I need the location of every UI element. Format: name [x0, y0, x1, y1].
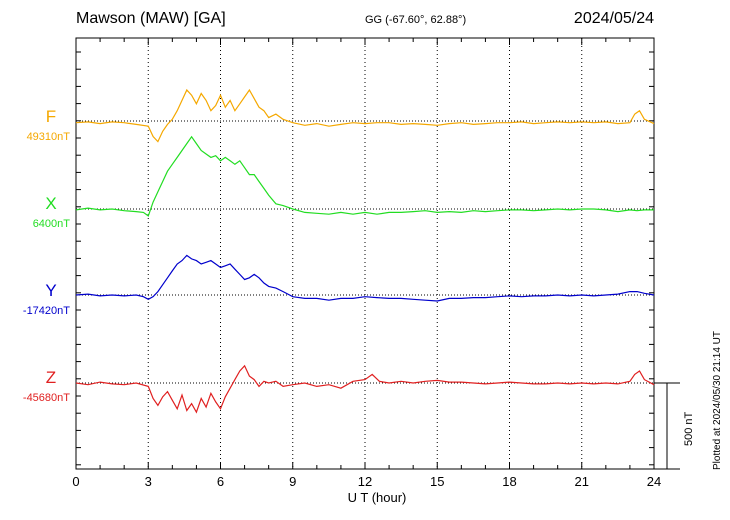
baseline-value-y: -17420nT — [23, 305, 70, 317]
series-label-x: X — [45, 194, 56, 213]
geographic-coordinates: GG (-67.60°, 62.88°) — [365, 14, 467, 26]
series-label-f: F — [46, 107, 56, 126]
baseline-value-f: 49310nT — [27, 131, 71, 143]
x-tick-label: 0 — [72, 474, 79, 489]
x-axis-label: U T (hour) — [348, 490, 407, 505]
x-tick-label: 21 — [575, 474, 589, 489]
baseline-value-z: -45680nT — [23, 392, 70, 404]
scale-bar-label: 500 nT — [683, 411, 695, 446]
x-tick-label: 3 — [145, 474, 152, 489]
series-label-y: Y — [45, 281, 56, 300]
plot-date: 2024/05/24 — [573, 10, 654, 27]
station-title: Mawson (MAW) [GA] — [76, 10, 226, 27]
series-line-f — [75, 88, 655, 143]
x-tick-label: 9 — [289, 474, 296, 489]
x-tick-label: 12 — [358, 474, 372, 489]
series-label-z: Z — [46, 368, 56, 387]
x-tick-label: 6 — [217, 474, 224, 489]
series-line-z — [75, 364, 655, 414]
x-tick-label: 18 — [502, 474, 516, 489]
plotted-timestamp: Plotted at 2024/05/30 21:14 UT — [712, 331, 723, 470]
series-line-y — [75, 254, 655, 302]
x-tick-label: 15 — [430, 474, 444, 489]
x-tick-label: 24 — [647, 474, 661, 489]
series-line-x — [75, 135, 654, 217]
baseline-value-x: 6400nT — [33, 218, 71, 230]
